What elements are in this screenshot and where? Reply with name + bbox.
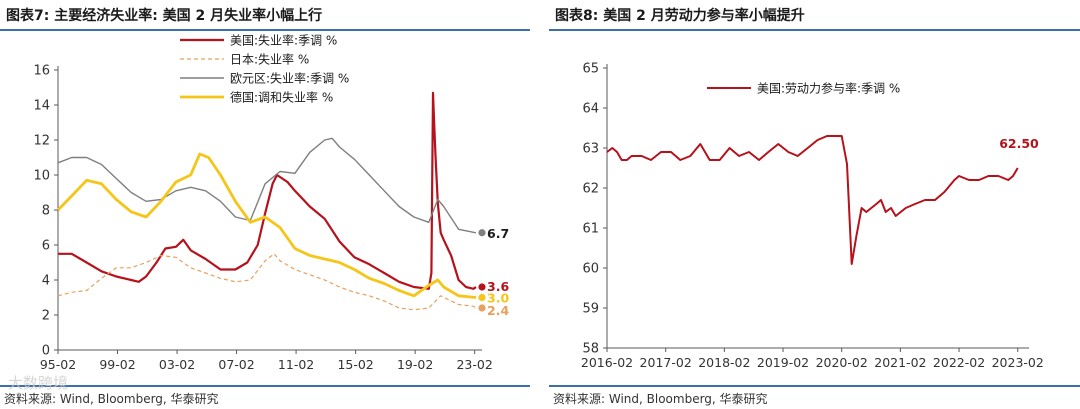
x-tick-label: 2017-02 <box>640 355 692 370</box>
series-line <box>56 152 477 299</box>
legend-label: 欧元区:失业率:季调 % <box>230 71 349 86</box>
legend-label: 美国:失业率:季调 % <box>230 33 337 48</box>
series-line <box>58 91 477 290</box>
title-divider <box>0 29 530 31</box>
series-line <box>57 137 477 234</box>
y-tick-label: 61 <box>582 222 599 237</box>
x-tick-label: 11-02 <box>278 357 314 372</box>
end-marker <box>478 229 486 237</box>
x-tick-label: 03-02 <box>159 357 195 372</box>
end-value-label: 3.0 <box>487 291 509 306</box>
unemployment-chart: 0 2 4 6 8 10 12 14 16 95-02 99-02 03-02 07-02 11-02 15… <box>33 33 509 373</box>
x-tick-label: 07-02 <box>218 357 254 372</box>
legend-label: 德国:调和失业率 % <box>230 90 333 105</box>
x-tick-label: 2016-02 <box>581 355 633 370</box>
end-value-label: 62.50 <box>999 136 1039 151</box>
chart-title: 图表8: 美国 2 月劳动力参与率小幅提升 <box>555 8 805 24</box>
series-line <box>606 135 1019 265</box>
watermark-logo: 大数跨境 <box>8 374 69 392</box>
legend-label: 美国:劳动力参与率:季调 % <box>757 81 900 96</box>
x-tick-label: 99-02 <box>99 357 135 372</box>
x-tick-label: 2020-02 <box>816 355 868 370</box>
end-value-label: 3.6 <box>487 279 509 294</box>
end-marker <box>478 293 486 302</box>
y-tick-label: 8 <box>42 204 50 219</box>
y-tick-label: 10 <box>33 169 50 184</box>
chart-panel-unemployment: 图表7: 主要经济失业率: 美国 2 月失业率小幅上行 0 2 4 6 8 10 12 14 1… <box>0 0 530 409</box>
y-tick-label: 65 <box>582 62 599 77</box>
source-note: 资料来源: Wind, Bloomberg, 华泰研究 <box>4 392 219 406</box>
x-tick-label: 2019-02 <box>757 355 809 370</box>
end-marker <box>478 283 486 291</box>
y-tick-label: 62 <box>582 182 599 197</box>
y-tick-label: 60 <box>582 262 599 277</box>
x-tick-label: 19-02 <box>397 357 433 372</box>
y-tick-label: 14 <box>33 99 50 114</box>
series-line <box>57 253 477 311</box>
y-tick-label: 0 <box>42 344 50 359</box>
source-note: 资料来源: Wind, Bloomberg, 华泰研究 <box>553 392 768 406</box>
y-tick-label: 12 <box>33 134 50 149</box>
y-tick-label: 16 <box>33 64 50 79</box>
source-divider <box>0 385 530 387</box>
x-tick-label: 2018-02 <box>698 355 750 370</box>
x-tick-label: 95-02 <box>40 357 76 372</box>
source-divider <box>549 385 1080 387</box>
chart-title: 图表7: 主要经济失业率: 美国 2 月失业率小幅上行 <box>6 8 323 24</box>
x-tick-label: 2023-02 <box>992 355 1044 370</box>
y-tick-label: 58 <box>582 342 599 357</box>
title-divider <box>549 29 1080 31</box>
end-value-label: 6.7 <box>487 226 509 241</box>
y-tick-label: 64 <box>582 102 599 117</box>
x-tick-label: 2021-02 <box>874 355 926 370</box>
x-tick-label: 2022-02 <box>933 355 985 370</box>
y-tick-label: 2 <box>42 309 50 324</box>
y-tick-label: 6 <box>42 239 50 254</box>
y-tick-label: 4 <box>42 274 50 289</box>
x-tick-label: 15-02 <box>337 357 373 372</box>
chart-panel-participation: 图表8: 美国 2 月劳动力参与率小幅提升 58 59 60 61 62 63 64 65 20… <box>549 0 1080 409</box>
participation-chart: 58 59 60 61 62 63 64 65 2016-02 2017-02 2018-02 201… <box>581 62 1044 371</box>
x-tick-label: 23-02 <box>456 357 492 372</box>
end-value-label: 2.4 <box>487 303 509 318</box>
legend-label: 日本:失业率 % <box>230 52 309 67</box>
y-tick-label: 59 <box>582 302 599 317</box>
end-marker <box>478 304 486 312</box>
y-tick-label: 63 <box>582 142 599 157</box>
